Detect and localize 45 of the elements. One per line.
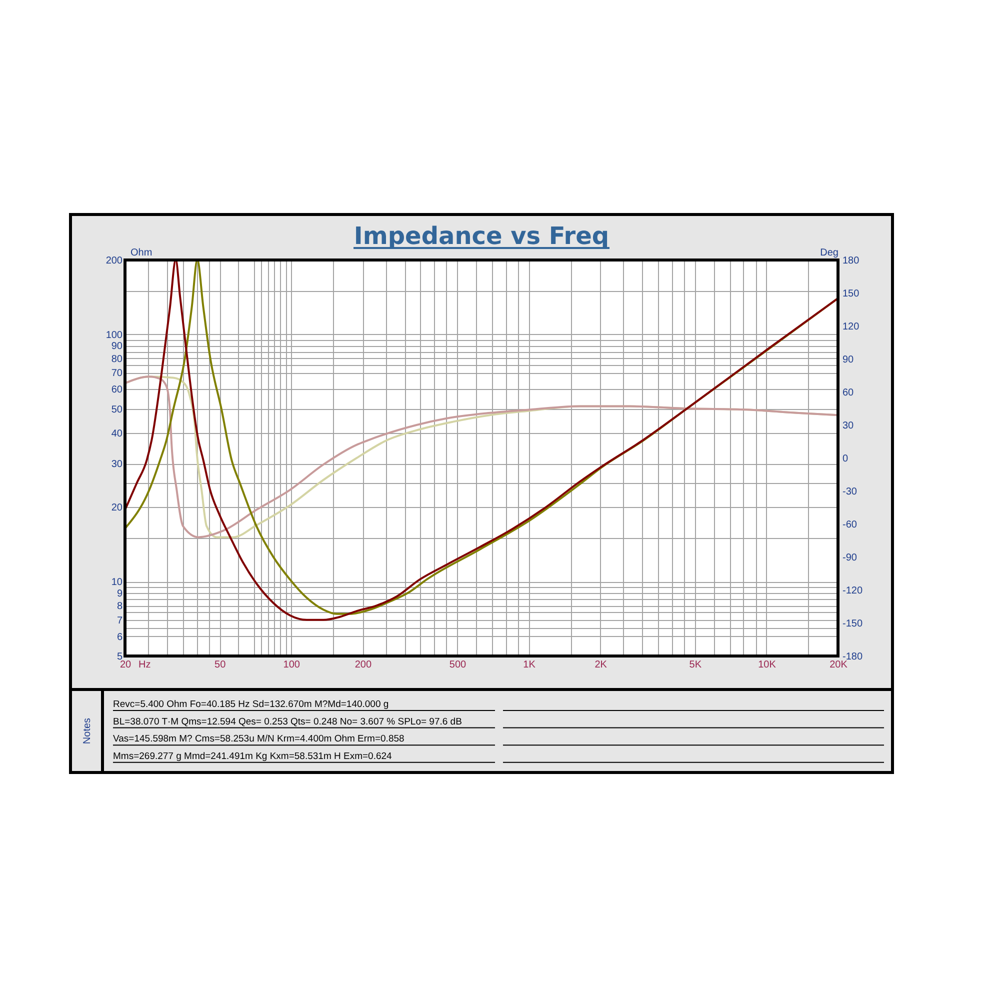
y2-tick-label: 60 (842, 388, 854, 398)
x-tick-label: 5K (689, 660, 702, 670)
y-tick-label: 8 (116, 601, 123, 612)
text: Notes (82, 718, 93, 744)
y2-tick-label: -60 (842, 520, 858, 530)
y2-tick-label: 120 (842, 322, 860, 332)
y-tick-label: 70 (111, 368, 123, 380)
y-tick-label: 20 (111, 502, 123, 514)
y-tick-label: 10 (111, 577, 123, 588)
y2-tick-label: 0 (842, 454, 848, 464)
y-tick-label: 90 (111, 341, 123, 352)
text: Revc=5.400 Ohm Fo=40.185 Hz Sd=132.670m M?Md=140.000 g (113, 699, 389, 710)
y-tick-label: 100 (106, 330, 123, 341)
text: BL=38.070 T·M Qms=12.594 Qes= 0.253 Qts= 0.248 No= 3.607 % SPLo= 97.6 dB (113, 716, 462, 728)
chart-title: Impedance vs Freq (354, 222, 610, 250)
x-tick-label: 2K (594, 660, 608, 670)
y-tick-label: 40 (111, 428, 123, 440)
text: Vas=145.598m M? Cms=58.253u M/N Krm=4.400m Ohm Erm=0.858 (113, 734, 404, 745)
x-axis-title: Hz (138, 660, 151, 670)
text: Mms=269.277 g Mmd=241.491m Kg Kxm=58.531m H Exm=0.624 (113, 750, 392, 762)
y-tick-label: 50 (111, 404, 123, 416)
y-tick-label: 60 (111, 384, 123, 396)
x-tick-label: 100 (283, 660, 300, 670)
x-tick-label: 200 (354, 660, 372, 670)
y-tick-label: 9 (116, 588, 123, 600)
y2-tick-label: -150 (842, 618, 863, 630)
y2-tick-label: 30 (842, 420, 854, 432)
x-tick-label: 1K (523, 660, 536, 670)
y2-tick-label: -90 (842, 552, 858, 564)
y-axis-title: Ohm (130, 248, 152, 258)
y2-axis-title: Deg (820, 248, 838, 258)
y2-tick-label: 90 (842, 354, 854, 366)
x-tick-label: 50 (214, 660, 226, 670)
y-tick-label: 7 (116, 615, 123, 626)
x-tick-label: 20K (830, 660, 848, 670)
y2-tick-label: 150 (842, 288, 860, 300)
y2-tick-label: -30 (842, 486, 858, 498)
y-tick-label: 80 (111, 354, 123, 365)
x-tick-label: 10K (758, 660, 776, 670)
y-tick-label: 200 (106, 256, 123, 266)
y-tick-label: 6 (116, 632, 123, 643)
y2-tick-label: -120 (842, 586, 863, 596)
x-tick-label: 500 (449, 660, 467, 670)
y-tick-label: 30 (111, 459, 123, 470)
y2-tick-label: 180 (842, 256, 860, 266)
